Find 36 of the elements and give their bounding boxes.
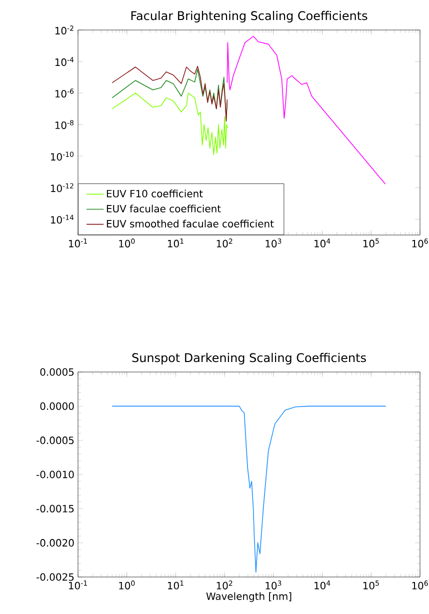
- x-tick-label: 10$^{2}$: [216, 580, 232, 590]
- chart-title: Facular Brightening Scaling Coefficients: [131, 10, 368, 22]
- y-tick-label: 10$^{-6}$: [55, 88, 74, 98]
- y-tick-label: 10$^{-12}$: [51, 183, 74, 192]
- legend-label: EUV faculae coefficient: [106, 204, 221, 212]
- x-tick-label: 10$^{3}$: [266, 238, 282, 248]
- y-tick-label: 10$^{-10}$: [51, 152, 74, 161]
- x-tick-label: 10$^{1}$: [168, 238, 184, 248]
- x-tick-label: 10$^{2}$: [216, 238, 232, 248]
- y-tick-label: -0.0010: [36, 470, 74, 478]
- x-tick-label: 10$^{4}$: [314, 580, 330, 590]
- y-tick-label: 10$^{-14}$: [51, 214, 74, 224]
- y-tick-label: 10$^{-8}$: [55, 120, 74, 130]
- y-tick-label: 10$^{-4}$: [55, 57, 74, 66]
- x-tick-label: 10$^{0}$: [119, 238, 135, 248]
- x-tick-label: 10$^{0}$: [119, 580, 135, 590]
- x-tick-label: 10$^{5}$: [363, 580, 379, 590]
- x-tick-label: 10$^{5}$: [363, 238, 379, 248]
- y-tick-label: -0.0015: [36, 504, 74, 512]
- y-tick-label: 0.0005: [40, 368, 74, 376]
- legend-label: EUV smoothed faculae coefficient: [106, 220, 274, 228]
- x-tick-label: 10$^{6}$: [412, 238, 428, 248]
- x-tick-label: 10$^{-1}$: [69, 238, 87, 248]
- x-tick-label: 10$^{1}$: [168, 580, 184, 590]
- legend-label: EUV F10 coefficient: [106, 190, 203, 198]
- x-tick-label: 10$^{-1}$: [69, 580, 87, 590]
- x-tick-label: 10$^{6}$: [412, 580, 428, 590]
- x-tick-label: 10$^{3}$: [266, 580, 282, 590]
- x-tick-label: 10$^{4}$: [314, 238, 330, 248]
- x-axis-title: Wavelength [nm]: [206, 592, 292, 602]
- chart-title: Sunspot Darkening Scaling Coefficients: [132, 352, 366, 364]
- y-tick-label: -0.0025: [36, 573, 74, 581]
- y-tick-label: 10$^{-2}$: [55, 26, 74, 34]
- y-tick-label: -0.0020: [36, 539, 74, 547]
- y-tick-label: -0.0005: [36, 436, 74, 444]
- y-tick-label: 0.0000: [40, 402, 74, 410]
